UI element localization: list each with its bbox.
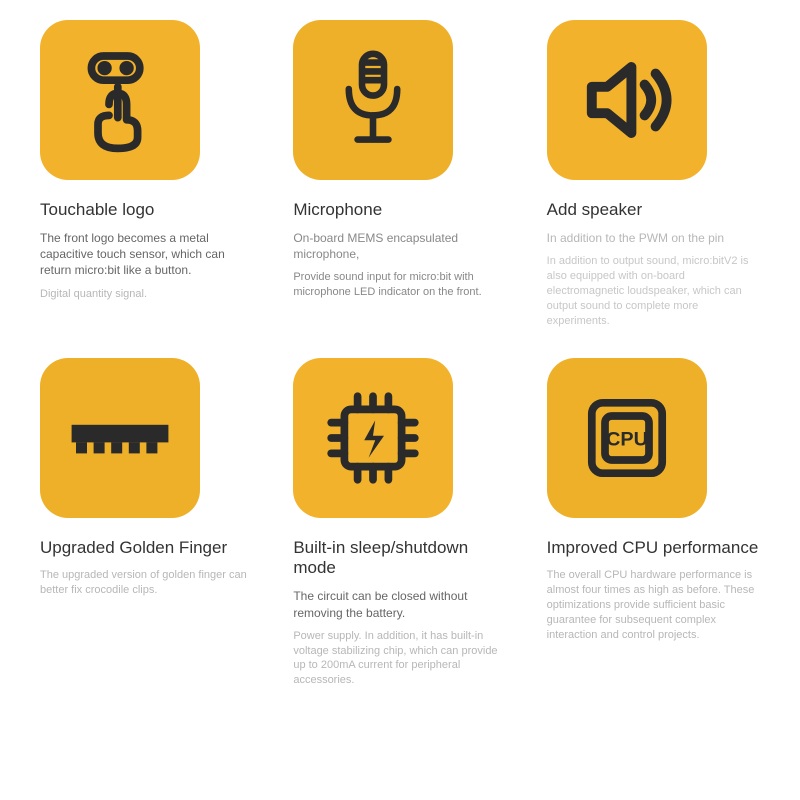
speaker-icon <box>547 20 707 180</box>
feature-card: Microphone On-board MEMS encapsulated mic… <box>293 20 506 328</box>
feature-desc-primary: The circuit can be closed without removi… <box>293 588 506 620</box>
feature-card: Upgraded Golden Finger The upgraded versi… <box>40 358 253 688</box>
feature-desc-secondary: In addition to output sound, micro:bitV2… <box>547 254 760 328</box>
feature-desc-primary: On-board MEMS encapsulated microphone, <box>293 230 506 262</box>
feature-desc-secondary: Provide sound input for micro:bit with m… <box>293 270 506 300</box>
touch-icon <box>40 20 200 180</box>
feature-title: Add speaker <box>547 200 760 220</box>
mic-icon <box>293 20 453 180</box>
feature-title: Built-in sleep/shutdown mode <box>293 538 506 578</box>
feature-card: Built-in sleep/shutdown mode The circuit … <box>293 358 506 688</box>
feature-title: Microphone <box>293 200 506 220</box>
chip-icon <box>293 358 453 518</box>
feature-desc-primary: The front logo becomes a metal capacitiv… <box>40 230 253 279</box>
feature-desc-secondary: Digital quantity signal. <box>40 287 253 302</box>
feature-card: Touchable logo The front logo becomes a m… <box>40 20 253 328</box>
feature-card: Add speaker In addition to the PWM on the… <box>547 20 760 328</box>
feature-title: Touchable logo <box>40 200 253 220</box>
finger-icon <box>40 358 200 518</box>
feature-desc-secondary: The upgraded version of golden finger ca… <box>40 568 253 598</box>
feature-desc-primary: In addition to the PWM on the pin <box>547 230 760 246</box>
feature-title: Improved CPU performance <box>547 538 760 558</box>
svg-text:CPU: CPU <box>606 429 648 451</box>
cpu-icon: CPU <box>547 358 707 518</box>
feature-title: Upgraded Golden Finger <box>40 538 253 558</box>
feature-desc-secondary: Power supply. In addition, it has built-… <box>293 629 506 688</box>
feature-desc-secondary: The overall CPU hardware performance is … <box>547 568 760 642</box>
feature-card: CPU Improved CPU performance The overall … <box>547 358 760 688</box>
feature-grid: Touchable logo The front logo becomes a m… <box>0 0 800 708</box>
